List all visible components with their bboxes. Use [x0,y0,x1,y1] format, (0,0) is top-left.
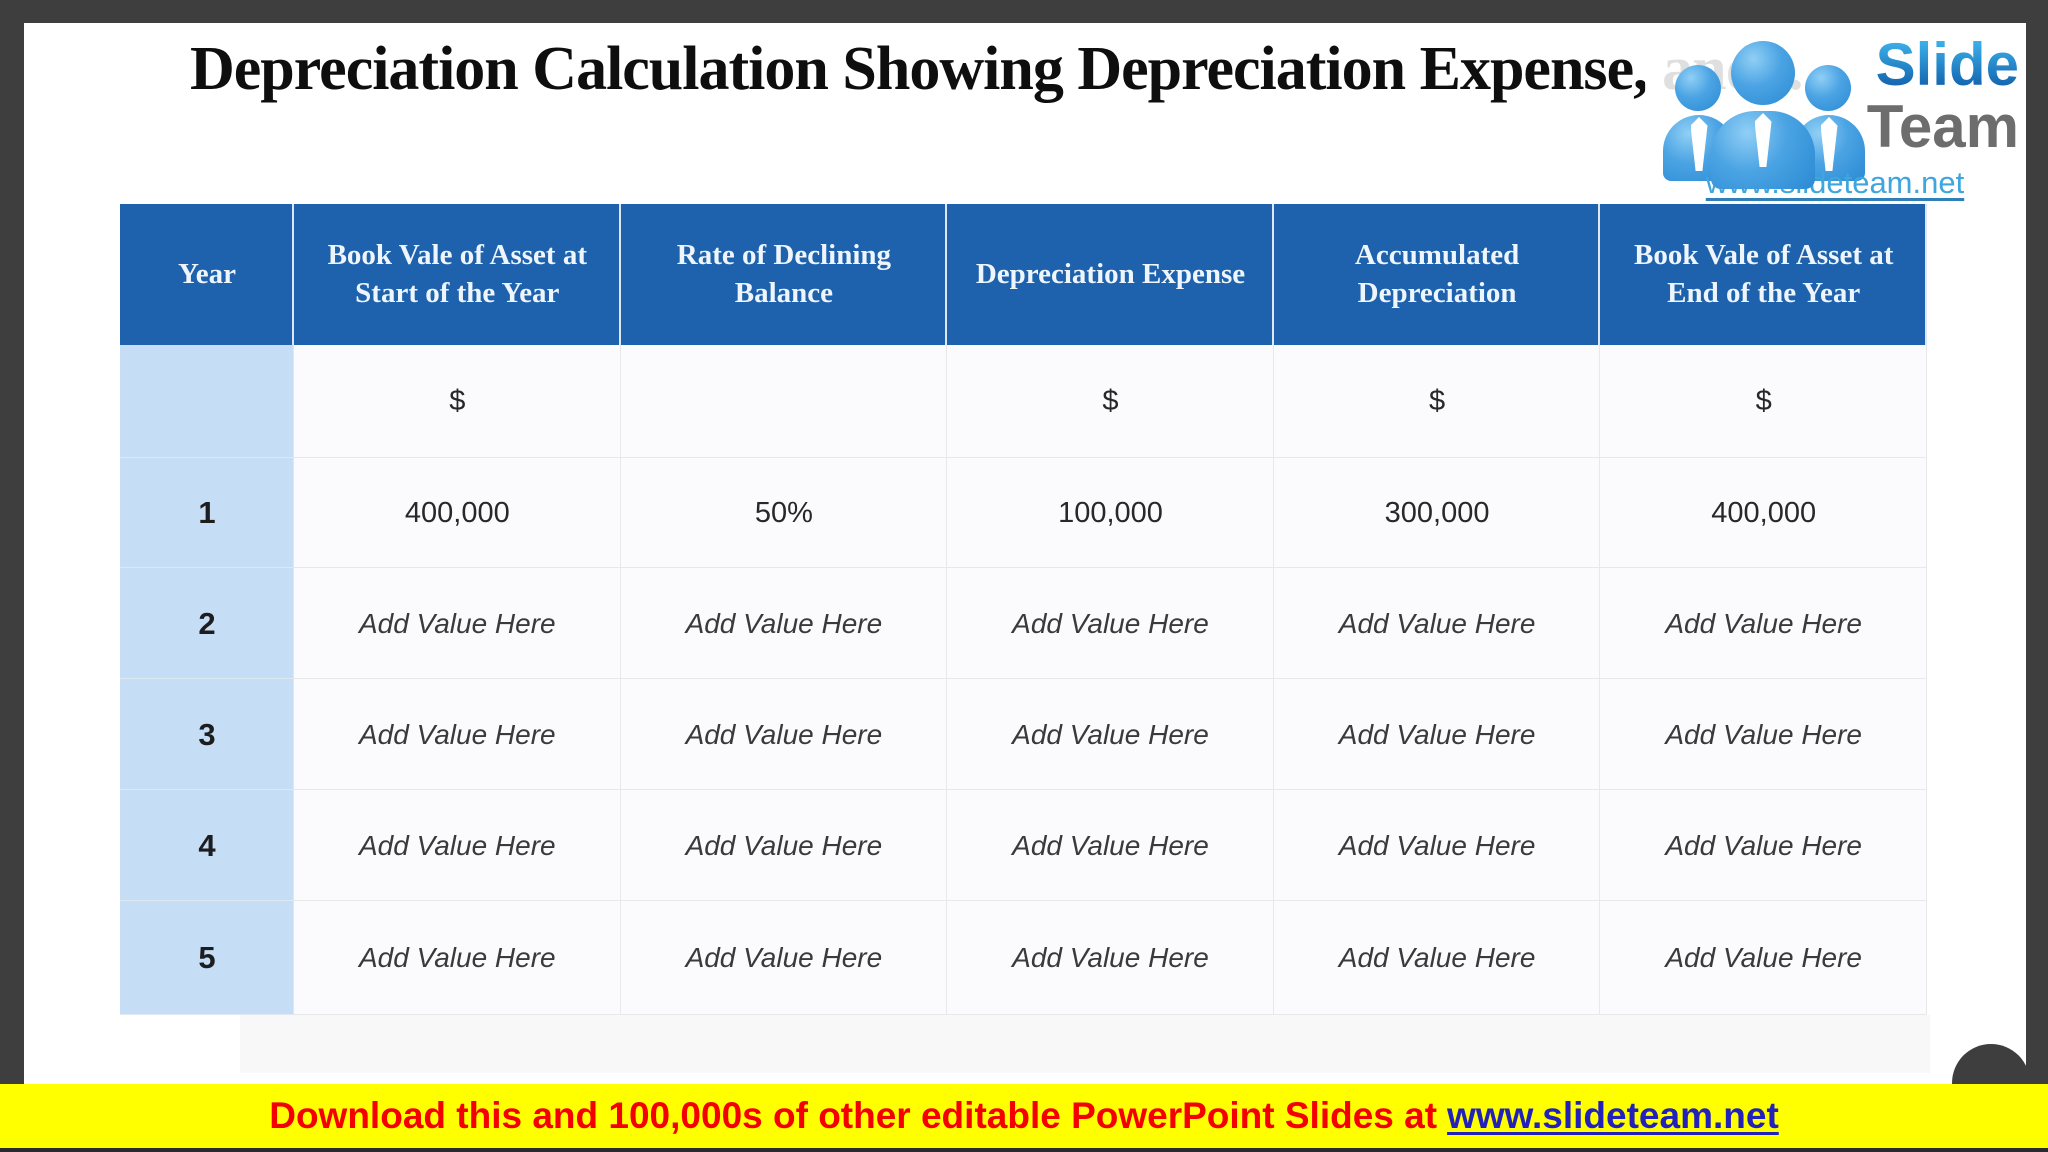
column-header-accumulated-depreciation: Accumulated Depreciation [1273,204,1601,345]
column-header-depreciation-expense: Depreciation Expense [947,204,1274,345]
value-cell: Add Value Here [1600,901,1927,1015]
value-cell: Add Value Here [1273,568,1601,679]
value-cell [620,345,948,458]
value-cell: Add Value Here [620,790,948,901]
person-icon [1675,65,1721,111]
slide-title: Depreciation Calculation Showing Depreci… [190,35,1804,103]
value-cell: $ [947,345,1274,458]
person-icon [1805,65,1851,111]
value-cell: $ [1273,345,1601,458]
value-cell: Add Value Here [1600,790,1927,901]
value-cell: Add Value Here [294,679,621,790]
value-cell: Add Value Here [620,568,948,679]
value-cell: 50% [620,458,948,568]
column-header-book-value-start: Book Vale of Asset at Start of the Year [294,204,621,345]
logo-text-team: Team [1866,93,2019,160]
value-cell: Add Value Here [947,568,1274,679]
value-cell: Add Value Here [947,679,1274,790]
value-cell: $ [1600,345,1927,458]
promo-banner-text: Download this and 100,000s of other edit… [269,1095,1438,1136]
value-cell: 400,000 [1600,458,1927,568]
value-cell: Add Value Here [947,790,1274,901]
window-left-bar [0,23,24,1084]
column-header-declining-rate: Rate of Declining Balance [620,204,948,345]
value-cell: $ [294,345,621,458]
year-cell: 5 [120,901,294,1015]
window-bottom-bar [0,1148,2048,1152]
value-cell: Add Value Here [294,568,621,679]
person-icon [1711,111,1815,189]
logo-text-slide: Slide [1875,31,2019,98]
column-header-book-value-end: Book Vale of Asset at End of the Year [1600,204,1927,345]
value-cell: Add Value Here [947,901,1274,1015]
promo-banner-link[interactable]: www.slideteam.net [1447,1095,1779,1136]
value-cell: Add Value Here [1273,790,1601,901]
people-group-icon [1663,37,1883,189]
window-right-bar [2026,23,2048,1084]
window-top-bar [0,0,2048,23]
table-shadow [240,1015,1930,1073]
value-cell: 300,000 [1273,458,1601,568]
value-cell: Add Value Here [1600,679,1927,790]
value-cell: Add Value Here [294,901,621,1015]
value-cell: 100,000 [947,458,1274,568]
depreciation-table: Year Book Vale of Asset at Start of the … [120,204,1927,1015]
year-cell: 4 [120,790,294,901]
value-cell: Add Value Here [1600,568,1927,679]
year-cell: 1 [120,458,294,568]
value-cell: 400,000 [294,458,621,568]
column-header-year: Year [120,204,294,345]
logo-website-link[interactable]: www.slideteam.net [1705,165,1965,200]
year-cell [120,345,294,458]
value-cell: Add Value Here [1273,901,1601,1015]
value-cell: Add Value Here [294,790,621,901]
year-cell: 3 [120,679,294,790]
slideteam-logo: Slide Team www.slideteam.net [1645,25,2025,203]
value-cell: Add Value Here [1273,679,1601,790]
promo-banner: Download this and 100,000s of other edit… [0,1084,2048,1148]
person-icon [1731,41,1795,105]
value-cell: Add Value Here [620,901,948,1015]
year-cell: 2 [120,568,294,679]
value-cell: Add Value Here [620,679,948,790]
